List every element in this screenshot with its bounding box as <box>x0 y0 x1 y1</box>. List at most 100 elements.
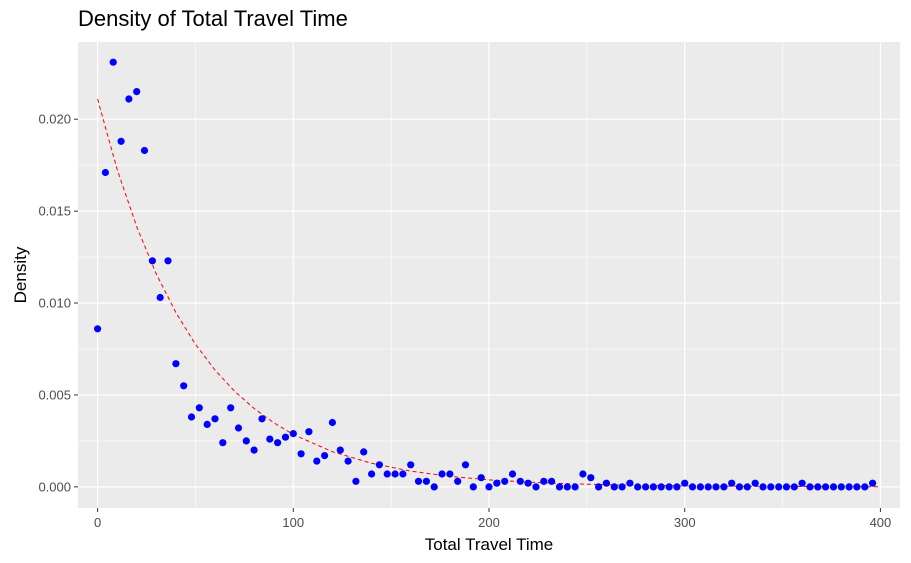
data-point <box>250 446 258 454</box>
data-point <box>712 483 720 491</box>
data-point <box>743 483 751 491</box>
data-point <box>195 404 203 412</box>
data-point <box>759 483 767 491</box>
data-point <box>798 479 806 487</box>
chart-title: Density of Total Travel Time <box>78 6 348 31</box>
data-point <box>806 483 814 491</box>
data-point <box>281 433 290 441</box>
data-point <box>368 470 376 478</box>
data-point <box>430 483 438 491</box>
x-tick-label: 100 <box>282 515 304 530</box>
data-point <box>211 415 219 423</box>
major-gridlines <box>78 42 900 508</box>
x-tick-label: 300 <box>674 515 696 530</box>
y-tick-label: 0.000 <box>38 479 71 494</box>
data-point <box>156 293 164 302</box>
y-axis-ticks: 0.000 0.005 0.010 0.015 0.020 <box>38 112 78 494</box>
data-point <box>219 439 227 447</box>
data-point <box>869 479 877 487</box>
data-point <box>548 477 556 485</box>
data-point <box>227 404 235 412</box>
data-point <box>681 479 689 487</box>
data-point <box>133 88 141 96</box>
data-point <box>109 58 117 66</box>
data-point <box>532 483 540 491</box>
data-point <box>187 413 196 421</box>
data-point <box>446 470 454 478</box>
data-point <box>180 382 188 390</box>
data-point <box>461 461 470 469</box>
data-point <box>321 452 329 460</box>
data-point <box>493 479 501 487</box>
data-point <box>501 477 509 485</box>
data-point <box>845 483 853 491</box>
data-point <box>775 483 783 491</box>
data-point <box>266 435 274 443</box>
data-point <box>829 483 838 491</box>
data-point <box>305 428 313 436</box>
data-point <box>242 437 250 445</box>
y-tick-label: 0.020 <box>38 112 71 127</box>
y-tick-label: 0.005 <box>38 387 71 402</box>
data-point <box>414 477 423 485</box>
fitted-density-curve <box>97 98 881 488</box>
data-points <box>94 58 877 491</box>
y-tick-label: 0.015 <box>38 204 71 219</box>
data-point <box>360 448 368 456</box>
data-point <box>634 483 642 491</box>
data-point <box>297 450 305 458</box>
data-point <box>407 461 415 469</box>
data-point <box>563 483 571 491</box>
data-point <box>602 479 611 487</box>
data-point <box>540 477 548 485</box>
data-point <box>516 477 524 485</box>
data-point <box>391 470 399 478</box>
x-axis-ticks: 0 100 200 300 400 <box>94 508 891 530</box>
data-point <box>344 457 352 465</box>
data-point <box>822 483 830 491</box>
data-point <box>642 483 650 491</box>
data-point <box>203 420 211 428</box>
data-point <box>861 483 869 491</box>
data-point <box>814 483 822 491</box>
data-point <box>117 137 125 145</box>
data-point <box>477 474 485 482</box>
x-tick-label: 200 <box>478 515 500 530</box>
data-point <box>767 483 775 491</box>
data-point <box>94 325 102 333</box>
data-point <box>164 257 172 265</box>
data-point <box>485 483 493 491</box>
data-point <box>595 483 603 491</box>
data-point <box>688 483 697 491</box>
data-point <box>289 430 297 438</box>
data-point <box>469 483 477 491</box>
data-point <box>313 457 321 465</box>
data-point <box>853 483 861 491</box>
x-axis-title: Total Travel Time <box>425 535 554 554</box>
data-point <box>328 418 336 427</box>
data-point <box>375 461 383 469</box>
data-point <box>587 474 595 482</box>
x-tick-label: 400 <box>870 515 892 530</box>
data-point <box>735 483 744 491</box>
data-point <box>610 483 618 491</box>
data-point <box>101 168 109 177</box>
data-point <box>790 483 798 491</box>
data-point <box>336 446 344 454</box>
x-tick-label: 0 <box>94 515 101 530</box>
data-point <box>571 483 579 491</box>
data-point <box>258 415 266 423</box>
y-tick-label: 0.010 <box>38 296 71 311</box>
data-point <box>352 477 360 485</box>
data-point <box>696 483 705 491</box>
data-point <box>524 479 532 487</box>
data-point <box>172 360 180 368</box>
data-point <box>649 483 658 491</box>
data-point <box>148 257 156 265</box>
data-point <box>508 470 517 478</box>
data-point <box>383 470 391 478</box>
data-point <box>140 146 149 155</box>
data-point <box>618 483 626 491</box>
data-point <box>234 424 243 432</box>
